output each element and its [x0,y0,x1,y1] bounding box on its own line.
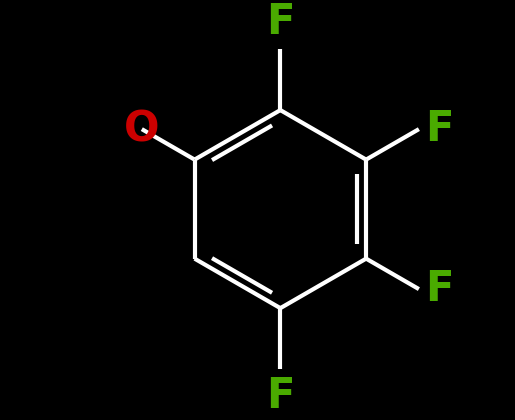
Text: F: F [425,268,454,310]
Text: O: O [124,108,160,150]
Text: F: F [266,1,295,43]
Text: F: F [425,108,454,150]
Text: F: F [266,375,295,417]
